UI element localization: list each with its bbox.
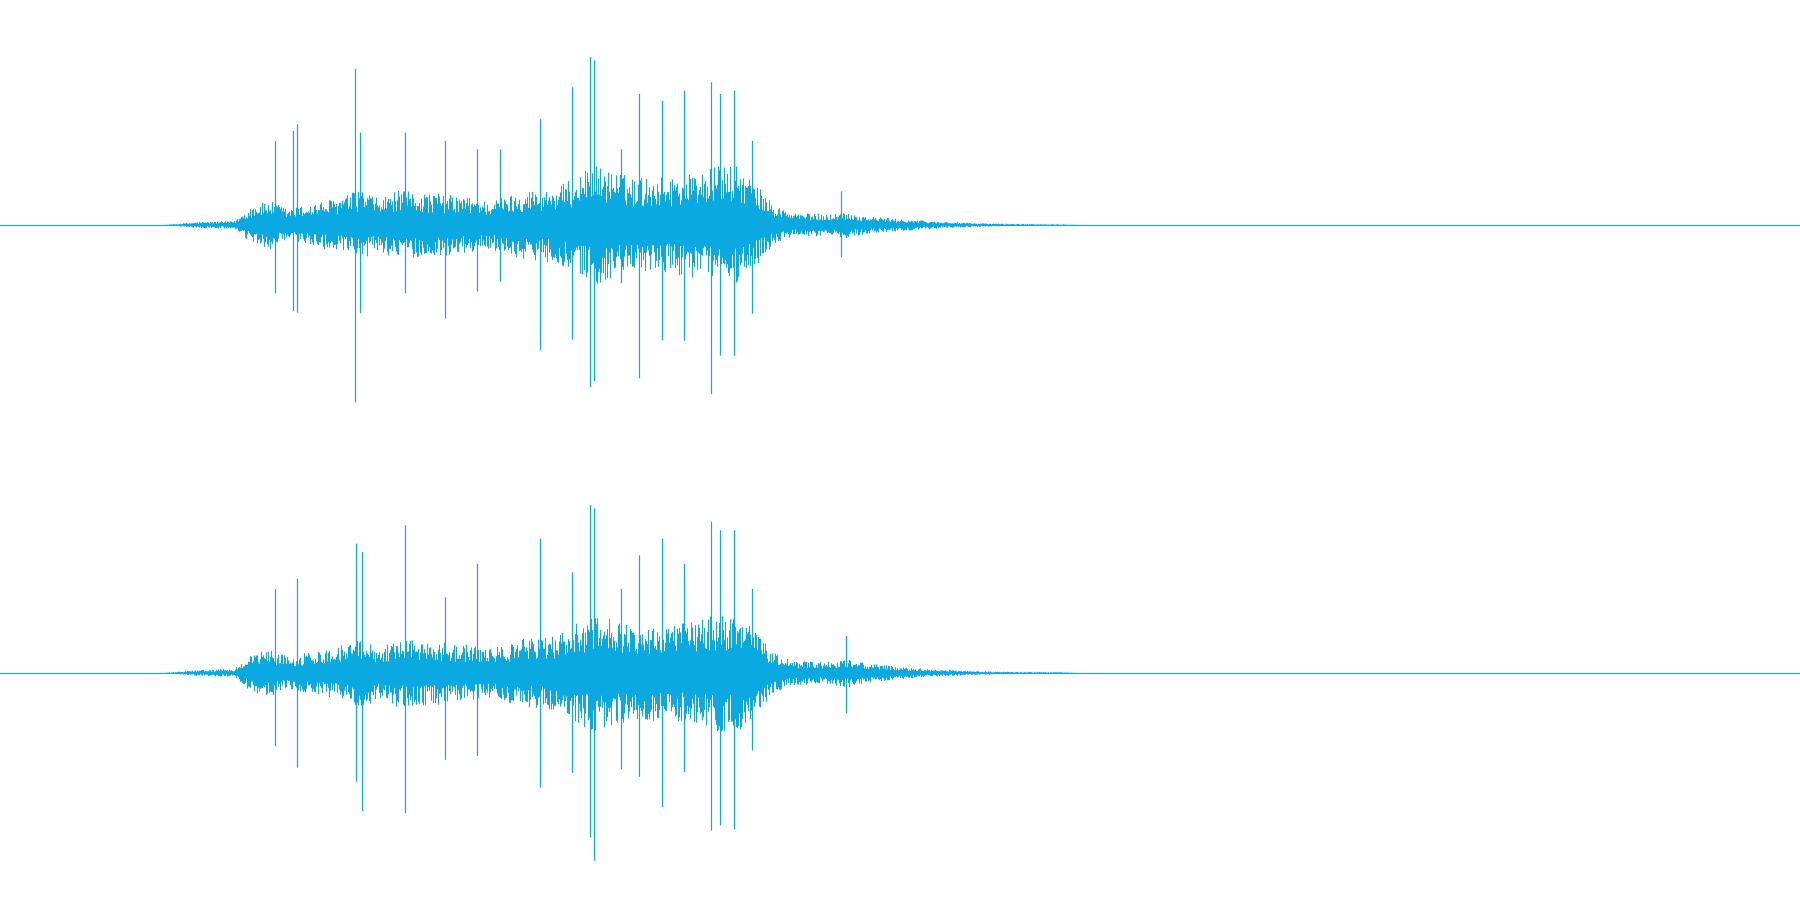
waveform-channel-top	[0, 57, 1800, 403]
waveform-body	[164, 166, 1079, 284]
waveform-channel-bottom	[0, 505, 1800, 861]
waveform-body	[163, 612, 1079, 732]
